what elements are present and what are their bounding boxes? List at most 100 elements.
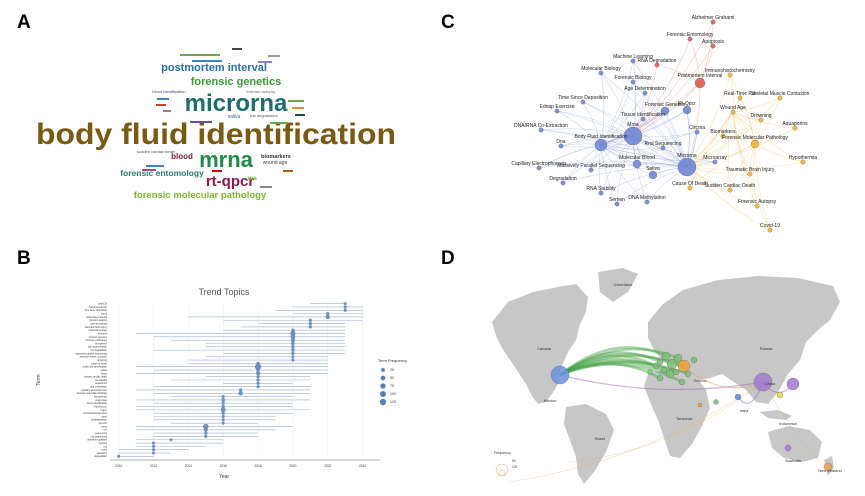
network-edge [727,111,734,191]
legend-label: 75 [390,384,394,388]
network-edge [689,143,756,189]
australia [768,426,822,462]
network-edge [600,72,688,168]
network-node [598,70,604,76]
map-legend-title: Frequency [494,451,511,455]
network-node [580,99,586,105]
y-tick-label: forensic [99,422,108,425]
y-tick-label: forensic entomology [86,339,108,342]
trend-point [204,434,208,439]
y-tick-label: forensic autopsy [90,319,108,322]
collaboration-link [559,361,671,377]
network-edge [600,131,698,146]
network-edge [560,145,688,168]
network-node [558,143,564,149]
word-body-fluid-identification: body fluid identification [36,118,396,151]
network-edge [754,97,781,145]
country-bubble [697,402,703,408]
network-node-label: Forensic Entomology [667,32,714,38]
trend-point [256,368,260,372]
network-node [660,106,670,116]
small-word [268,55,280,57]
network-edge [732,111,771,231]
network-node [630,58,636,64]
europe-asia [648,276,840,404]
small-word [156,104,166,106]
legend-label: 125 [390,400,396,404]
map-legend-label: 50 [512,459,516,463]
network-edge [753,143,758,207]
legend-label: 25 [390,368,394,372]
small-word [142,169,156,171]
trend-point [221,404,225,409]
network-edge [686,127,796,168]
network-edge [600,144,648,203]
network-node-label: Postmortem Interval [678,73,723,79]
network-node-label: Aquaporins [782,121,808,127]
network-node-label: Immunohistochemistry [705,68,756,74]
word-microrna: microrna [185,90,288,117]
network-node-label: Semen [609,197,625,203]
collaboration-link [559,351,661,377]
network-node-label: DNA/RNA Co-Extraction [514,123,568,129]
network-node [758,117,764,123]
x-tick-label: 2010 [115,464,122,468]
y-tick-label: forensic genetics [89,336,108,339]
small-word [180,54,220,56]
map-country-label: Mexico [544,398,557,403]
trend-point [291,351,295,356]
x-tick-label: 2012 [150,464,157,468]
network-node-label: Traumatic Brain Injury [726,167,775,173]
network-edge [562,166,688,184]
y-tick-label: biomarkers [95,342,108,345]
trend-point [221,401,225,405]
network-node [727,187,733,193]
network-node [747,171,753,177]
word-forensic-genetics: forensic genetics [191,76,281,88]
network-edge [729,74,734,113]
network-edge [686,74,731,168]
map-country-label: India [740,408,749,413]
network-node-label: Saliva [646,166,660,172]
word-blood: blood [171,152,193,161]
trend-point [325,314,330,320]
country-bubble [656,374,664,382]
trend-point [221,395,225,399]
legend-label: 50 [390,376,394,380]
network-edge [729,143,756,191]
country-bubble [672,368,680,376]
y-tick-label: rna sequencing [91,435,108,438]
word-blood-identification: blood identification [152,89,185,94]
map-legend-label: 100 [512,465,518,469]
network-edge [732,111,758,207]
map-country-label: Tanzania [676,416,693,421]
network-node [682,105,692,115]
network-node-label: Degradation [549,176,576,182]
network-node [588,167,594,173]
network-node [654,62,660,68]
y-tick-label: sudden cardiac death [84,376,108,379]
trend-point [151,451,156,455]
collaboration-link [559,354,657,377]
network-node-label: DNA Methylation [628,195,665,201]
legend-title: Term Frequency [378,358,407,363]
network-node [767,227,773,233]
panel-letter-c: C [441,12,455,33]
word-postmortem-interval: postmortem interval [161,62,267,74]
network-edge [540,129,688,168]
network-node-label: Circrna [689,125,705,131]
x-tick-label: 2022 [324,464,331,468]
trend-point [117,454,121,458]
y-tick-label: time since deposition [85,309,108,312]
y-tick-label: forensic molecular pathology [77,392,108,395]
network-edge [600,92,646,146]
network-edge [632,38,691,137]
network-edge [632,21,714,137]
map-country-label: Brazil [595,436,605,441]
trend-point [308,318,312,322]
trend-point [151,448,156,452]
country-bubble [677,359,691,373]
network-node-label: Wound Age [720,105,746,111]
network-edge [699,21,714,84]
network-node [710,19,716,25]
